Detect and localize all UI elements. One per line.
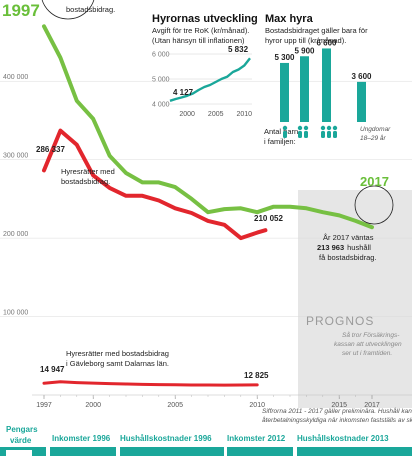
prognos-line2: kassan att utvecklingen: [334, 341, 402, 348]
main-series-red: [42, 128, 268, 241]
rent-grid: [168, 53, 252, 105]
max-rent-inset: Max hyra Bostadsbidraget gäller bara för…: [264, 13, 391, 146]
table-title-line2: värde: [10, 436, 32, 445]
table-title-line1: Pengars: [6, 425, 38, 434]
table-column-1: Inkomster 1996: [52, 434, 111, 443]
start-caption: bostadsbidrag.: [66, 5, 115, 14]
max-rent-bar: [300, 56, 309, 122]
max-rent-bar: [280, 62, 289, 122]
red-caption-line1: Hyresrätter med: [61, 167, 115, 176]
start-circle: [41, 0, 95, 20]
main-y-tick-label: 200 000: [3, 231, 28, 238]
main-x-tick-label: 2010: [249, 402, 265, 409]
family-icons: [282, 125, 338, 138]
table-column-4: Hushållskostnader 2013: [297, 434, 389, 443]
max-rent-bar-label: 5 900: [294, 46, 315, 55]
end-circle: [354, 185, 394, 225]
main-y-tick-label: 300 000: [3, 153, 28, 160]
main-y-tick-label: 100 000: [3, 310, 28, 317]
family-icon-1: [282, 125, 288, 138]
red-start-value: 286 337: [36, 145, 65, 154]
low-start-value: 14 947: [40, 365, 65, 374]
rent-inset-subtitle-1: Avgift för tre RoK (kr/månad).: [152, 26, 249, 35]
rent-x-tick-label: 2005: [208, 111, 224, 118]
max-rent-bar-label: 5 300: [274, 53, 295, 62]
family-icon-2: [297, 125, 309, 138]
money-value-table-header: Pengars värde Inkomster 1996 Hushållskos…: [0, 425, 412, 456]
rent-series-line: [169, 57, 251, 102]
forecast-line2-suffix: hushåll: [347, 243, 371, 252]
main-x-tick-label: 2017: [364, 402, 380, 409]
rent-inset-title: Hyrornas utveckling: [152, 13, 258, 25]
main-y-tick-label: 400 000: [3, 74, 28, 81]
main-x-tick-label: 1997: [36, 402, 52, 409]
main-x-tick-label: 2015: [331, 402, 347, 409]
rent-y-tick-label: 5 000: [152, 77, 170, 84]
rent-y-ticks: 6 000 5 000 4 000: [152, 52, 170, 109]
children-label-1: Antal barn: [264, 127, 298, 136]
source-note-line1: Siffrorna 2011 - 2017 gäller preliminära…: [262, 407, 412, 415]
rent-development-inset: Hyrornas utveckling Avgift för tre RoK (…: [152, 13, 258, 118]
max-rent-subtitle-2: hyror upp till (kr/månad).: [265, 36, 346, 45]
red-caption-line2: bostadsbidrag.: [61, 177, 110, 186]
main-x-tick-label: 2000: [85, 402, 101, 409]
end-year-label: 2017: [360, 174, 389, 189]
rent-y-tick-label: 6 000: [152, 52, 170, 59]
max-rent-bar: [357, 81, 366, 122]
rent-start-label: 4 127: [173, 88, 194, 97]
low-end-value: 12 825: [244, 371, 269, 380]
max-rent-subtitle-1: Bostadsbidraget gäller bara för: [265, 26, 368, 35]
forecast-value: 213 963: [317, 243, 344, 252]
rent-x-tick-label: 2000: [179, 111, 195, 118]
forecast-line3: få bostadsbidrag.: [319, 253, 377, 262]
main-x-ticks: 1997 2000 2005 2010 2015 2017: [36, 395, 380, 409]
forecast-region: [298, 190, 412, 408]
max-rent-title: Max hyra: [265, 13, 314, 25]
youth-label-2: 18–29 år: [360, 134, 386, 142]
table-column-2: Hushållskostnader 1996: [120, 434, 212, 443]
low-caption-line2: i Gävleborg samt Dalarnas län.: [66, 359, 169, 368]
prognos-title: PROGNOS: [306, 314, 374, 328]
rent-x-tick-label: 2010: [236, 111, 252, 118]
table-column-3: Inkomster 2012: [227, 434, 286, 443]
rent-y-tick-label: 4 000: [152, 102, 170, 109]
rent-end-label: 5 832: [228, 45, 249, 54]
forecast-line1: År 2017 väntas: [323, 233, 374, 242]
low-caption-line1: Hyresrätter med bostadsbidrag: [66, 349, 169, 358]
main-series-low-red: [42, 380, 259, 387]
max-rent-bar-label: 3 600: [351, 72, 372, 81]
table-column-strips: [0, 447, 412, 456]
max-rent-bar: [322, 48, 331, 123]
rent-inset-subtitle-2: (Utan hänsyn till inflationen): [152, 36, 245, 45]
youth-label-1: Ungdomar: [360, 126, 391, 133]
main-series-green: [42, 24, 374, 230]
prognos-line3: ser ut i framtiden.: [342, 350, 392, 357]
main-y-ticks: 400 000 300 000 200 000 100 000: [3, 74, 28, 316]
prognos-line1: Så tror Försäkrings-: [342, 331, 400, 339]
source-note-line2: återbetalningsskyldiga när inkomsten fas…: [262, 416, 412, 424]
children-label-2: i familjen:: [264, 137, 296, 146]
red-end-value: 210 052: [254, 214, 283, 223]
start-year-label: 1997: [2, 1, 40, 20]
main-series: [42, 24, 374, 387]
forecast-line2-group: 213 963 hushåll: [317, 243, 371, 252]
max-rent-bar-label: 6 600: [316, 38, 337, 47]
rent-x-ticks: 2000 2005 2010: [179, 111, 252, 118]
main-x-tick-label: 2005: [167, 402, 183, 409]
family-icon-3: [320, 125, 338, 138]
